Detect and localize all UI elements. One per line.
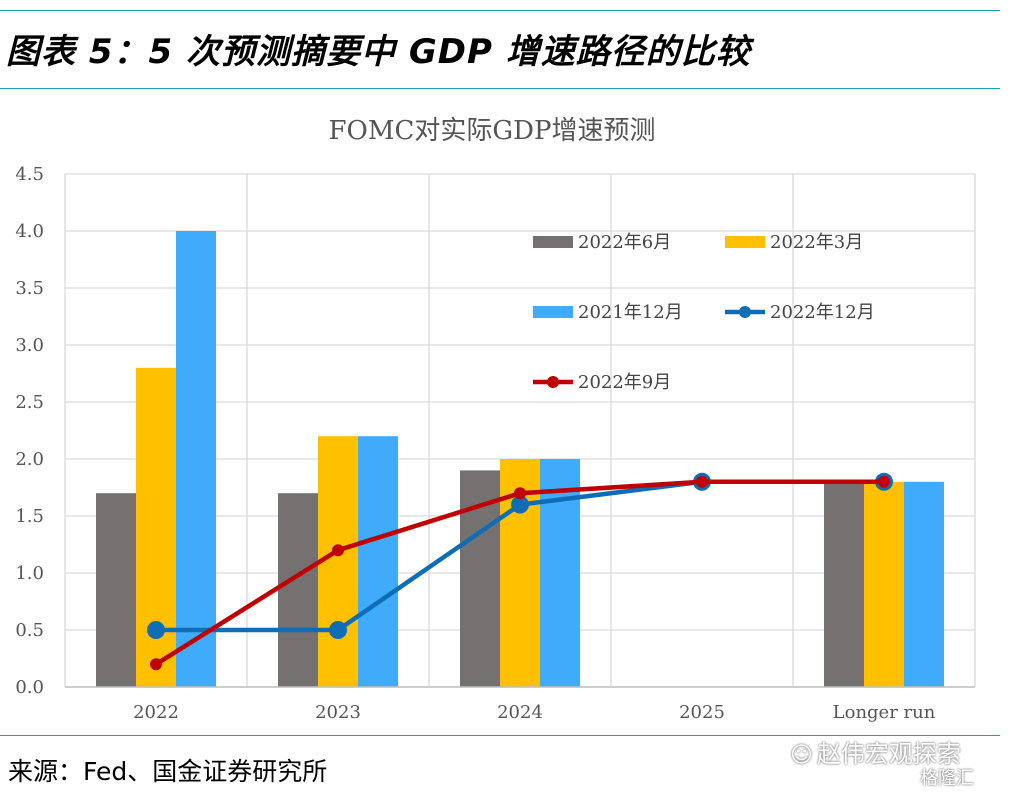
series-point <box>150 658 162 671</box>
series-point <box>696 475 708 488</box>
x-tick-label: 2023 <box>315 702 361 723</box>
chart-title: FOMC对实际GDP增速预测 <box>329 116 656 146</box>
x-tick-label: 2024 <box>497 702 543 723</box>
bar <box>176 231 216 687</box>
bars <box>96 231 944 687</box>
legend-label: 2021年12月 <box>578 302 683 323</box>
y-tick-label: 3.5 <box>15 278 44 299</box>
top-rule <box>0 10 1000 11</box>
axes: 0.0 0.5 1.0 1.5 2.0 2.5 3.0 3.5 4.0 4.5 2022 2023 20… <box>15 164 975 723</box>
series-point <box>511 495 529 514</box>
bottom-rule <box>0 735 1000 736</box>
y-tick-label: 4.0 <box>15 221 44 242</box>
bar <box>358 436 398 687</box>
watermark-sub: 格隆汇 <box>920 768 974 789</box>
bar <box>824 481 864 687</box>
x-tick-label: Longer run <box>833 702 936 723</box>
series-point <box>329 621 347 639</box>
bar <box>96 493 136 687</box>
legend-swatch <box>533 236 573 248</box>
y-tick-label: 1.0 <box>15 563 44 584</box>
bar <box>864 481 904 687</box>
legend-label: 2022年3月 <box>770 232 863 253</box>
title-rule <box>0 88 1000 89</box>
legend-label: 2022年6月 <box>578 232 671 253</box>
x-tick-label: 2022 <box>133 702 179 723</box>
bar <box>278 493 318 687</box>
y-tick-label: 0.0 <box>15 677 44 698</box>
series-point <box>878 475 890 488</box>
y-tick-label: 4.5 <box>15 164 44 185</box>
lines <box>147 472 893 671</box>
series-point <box>332 544 344 557</box>
y-tick-label: 2.5 <box>15 392 44 413</box>
series-point <box>514 487 526 500</box>
watermark: ☺ 赵伟宏观探索 <box>790 734 961 769</box>
x-tick-label: 2025 <box>679 702 725 723</box>
y-tick-label: 2.0 <box>15 449 44 470</box>
legend-label: 2022年12月 <box>770 302 875 323</box>
legend-marker <box>739 306 751 318</box>
y-tick-label: 3.0 <box>15 335 44 356</box>
y-tick-label: 0.5 <box>15 620 44 641</box>
source-note: 来源：Fed、国金证券研究所 <box>8 757 328 786</box>
wechat-icon: ☺ <box>790 743 813 768</box>
legend-label: 2022年9月 <box>578 372 671 393</box>
y-tick-label: 1.5 <box>15 506 44 527</box>
figure-title: 图表 5：5 次预测摘要中 GDP 增速路径的比较 <box>6 32 751 72</box>
series-point <box>147 621 165 639</box>
legend-marker <box>547 376 559 388</box>
watermark-text: 赵伟宏观探索 <box>816 740 961 768</box>
legend-swatch <box>725 236 765 248</box>
legend: 2022年6月 2022年3月 2021年12月 2022年12月 2022年9月 <box>533 232 875 393</box>
bar <box>904 481 944 687</box>
gdp-forecast-chart: FOMC对实际GDP增速预测 0.0 0.5 1.0 1.5 2.0 2.5 3.0 3.5 4… <box>15 116 976 723</box>
bar <box>136 367 176 687</box>
bar <box>318 436 358 687</box>
legend-swatch <box>533 306 573 318</box>
